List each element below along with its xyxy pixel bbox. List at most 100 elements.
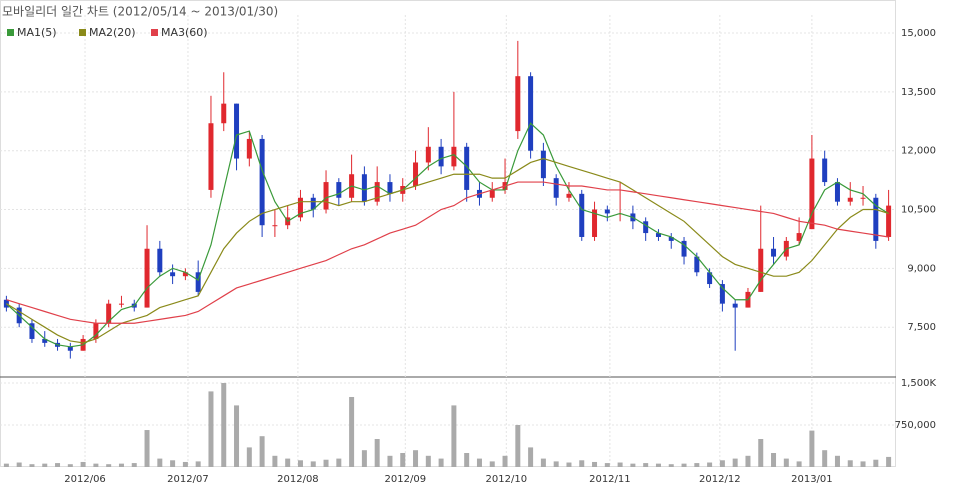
volume-bar (553, 461, 559, 467)
volume-bar (502, 455, 508, 467)
volume-bar (272, 455, 278, 467)
candle-body (387, 182, 393, 194)
volume-bar (719, 460, 725, 467)
candle-body (106, 303, 112, 324)
volume-bar (617, 462, 623, 467)
candle-body (425, 146, 431, 163)
volume-bar (464, 452, 470, 467)
candle-body (732, 303, 738, 308)
candle-body (528, 76, 534, 151)
volume-bar (745, 455, 751, 467)
volume-bar (732, 458, 738, 467)
volume-bar (528, 447, 534, 467)
x-tick-label: 2012/07 (167, 474, 209, 485)
volume-bar (106, 464, 112, 467)
candle-body (694, 256, 700, 273)
volume-bar (438, 458, 444, 467)
candle-body (592, 209, 598, 237)
candle-body (272, 225, 278, 227)
volume-bar (796, 461, 802, 467)
volume-bar (771, 452, 777, 467)
volume-tick-label: 1,500K (901, 378, 937, 389)
volume-bar (540, 458, 546, 467)
y-tick-label: 13,500 (901, 87, 936, 98)
candle-body (118, 303, 124, 305)
candle-body (540, 150, 546, 179)
volume-bar (16, 462, 22, 467)
candle-body (336, 182, 342, 198)
volume-bar (182, 461, 188, 467)
volume-bar (707, 462, 713, 467)
candle-body (834, 182, 840, 202)
volume-bar (93, 463, 99, 467)
volume-bar (847, 460, 853, 467)
volume-bar (361, 450, 367, 467)
volume-bar (681, 463, 687, 467)
volume-bar (489, 461, 495, 467)
volume-bar (451, 405, 457, 467)
candle-body (873, 197, 879, 241)
candle-body (361, 174, 367, 202)
candle-body (259, 138, 265, 226)
candle-body (246, 138, 252, 159)
volume-bar (387, 455, 393, 467)
volume-bar (604, 463, 610, 467)
volume-bar (873, 459, 879, 467)
x-tick-label: 2012/06 (64, 474, 106, 485)
volume-bar (630, 463, 636, 467)
volume-bar (259, 436, 265, 467)
volume-bar (822, 450, 828, 467)
volume-bar (29, 464, 35, 467)
volume-bar (643, 463, 649, 467)
candle-body (3, 299, 9, 308)
candle-body (144, 248, 150, 308)
x-tick-label: 2012/11 (589, 474, 631, 485)
volume-bar (144, 430, 150, 467)
candle-body (323, 182, 329, 210)
volume-bar (246, 447, 252, 467)
volume-tick-label: 750,000 (895, 420, 936, 431)
volume-bar (131, 463, 137, 467)
volume-bar (195, 461, 201, 467)
volume-bar (285, 458, 291, 467)
candle-body (310, 197, 316, 210)
volume-bar (809, 430, 815, 467)
legend-swatch (151, 29, 158, 36)
volume-bar (42, 463, 48, 467)
legend-label: MA3(60) (161, 26, 208, 39)
volume-bar (80, 461, 86, 467)
volume-bar (221, 382, 227, 467)
candle-body (413, 162, 419, 186)
candle-body (515, 76, 521, 132)
volume-bar (886, 456, 892, 467)
legend-swatch (7, 29, 14, 36)
candle-body (182, 272, 188, 277)
volume-bar (860, 461, 866, 467)
y-tick-label: 15,000 (901, 28, 936, 39)
volume-bar (515, 424, 521, 467)
volume-bar (579, 460, 585, 467)
volume-bar (349, 396, 355, 467)
volume-bar (170, 460, 176, 467)
volume-bar (655, 463, 661, 467)
x-tick-label: 2012/12 (699, 474, 741, 485)
volume-bar (834, 455, 840, 467)
candle-body (655, 233, 661, 237)
candle-body (579, 193, 585, 237)
volume-bar (592, 461, 598, 467)
volume-bar (476, 458, 482, 467)
candle-body (93, 323, 99, 339)
volume-bar (208, 391, 214, 467)
volume-bar (336, 458, 342, 467)
volume-bar (413, 450, 419, 467)
volume-bar (425, 455, 431, 467)
legend-label: MA2(20) (89, 26, 136, 39)
ma-line (6, 181, 889, 324)
y-tick-label: 7,500 (907, 322, 936, 333)
volume-bar (55, 463, 61, 467)
volume-bar (783, 458, 789, 467)
plot-frame (0, 0, 896, 467)
volume-bar (400, 452, 406, 467)
candle-body (221, 103, 227, 124)
candle-body (604, 209, 610, 214)
